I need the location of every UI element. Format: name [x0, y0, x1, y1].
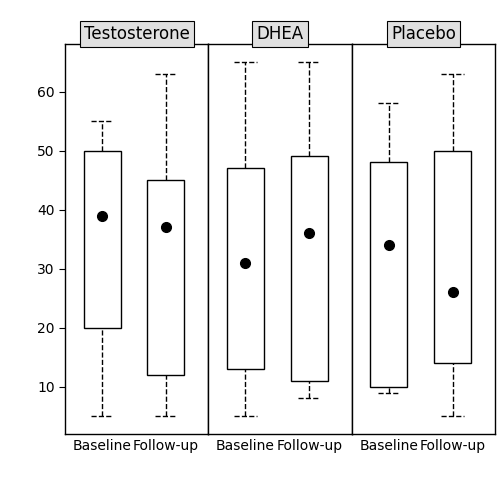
Bar [227, 168, 264, 369]
Bar [290, 156, 328, 381]
Bar [84, 150, 120, 328]
Bar [434, 150, 471, 363]
Bar [148, 180, 184, 375]
Title: Testosterone: Testosterone [84, 25, 190, 43]
Title: Placebo: Placebo [391, 25, 456, 43]
Title: DHEA: DHEA [256, 25, 304, 43]
Bar [370, 162, 408, 387]
